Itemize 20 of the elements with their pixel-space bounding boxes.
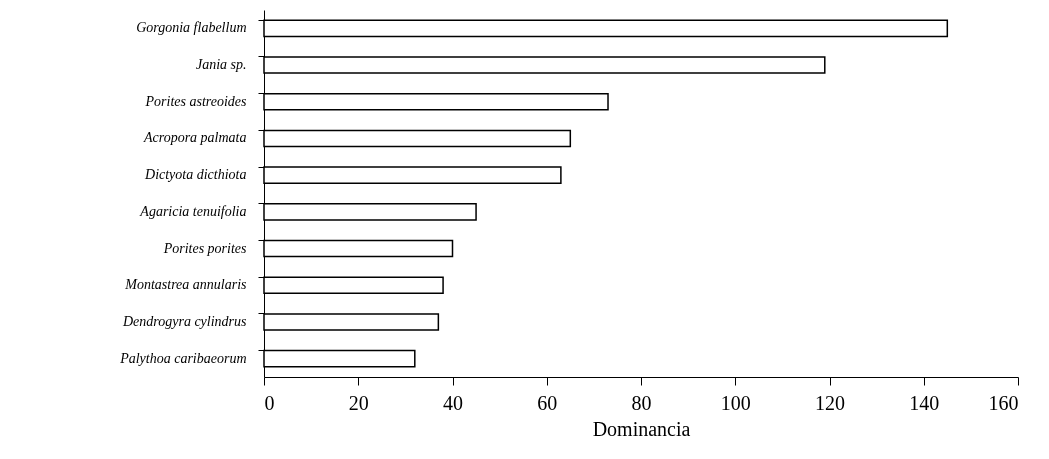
y-tick-label: Agaricia tenuifolia: [139, 203, 247, 219]
x-tick-label: 20: [348, 391, 369, 414]
y-tick-label: Montastrea annularis: [124, 277, 248, 293]
x-tick-label: 120: [815, 391, 845, 414]
x-tick-label: 0: [264, 391, 275, 414]
y-tick-label: Porites astreoides: [144, 93, 248, 109]
y-tick-label: Acropora palmata: [142, 130, 247, 146]
x-axis-title: Dominancia: [592, 417, 691, 440]
x-tick-label: 100: [720, 391, 751, 414]
y-tick-label: Dendrogyra cylindrus: [121, 313, 248, 329]
y-tick-label: Porites porites: [162, 240, 248, 256]
x-tick-label: 80: [631, 391, 652, 414]
x-tick-label: 140: [909, 391, 940, 414]
y-tick-label: Palythoa caribaeorum: [119, 350, 247, 366]
x-tick-label: 160: [988, 391, 1019, 414]
x-tick-label: 60: [537, 391, 558, 414]
y-tick-label: Gorgonia flabellum: [136, 20, 247, 36]
y-tick-label: Jania sp.: [195, 57, 247, 73]
y-tick-label: Dictyota dicthiota: [144, 167, 247, 183]
x-tick-label: 40: [443, 391, 463, 414]
